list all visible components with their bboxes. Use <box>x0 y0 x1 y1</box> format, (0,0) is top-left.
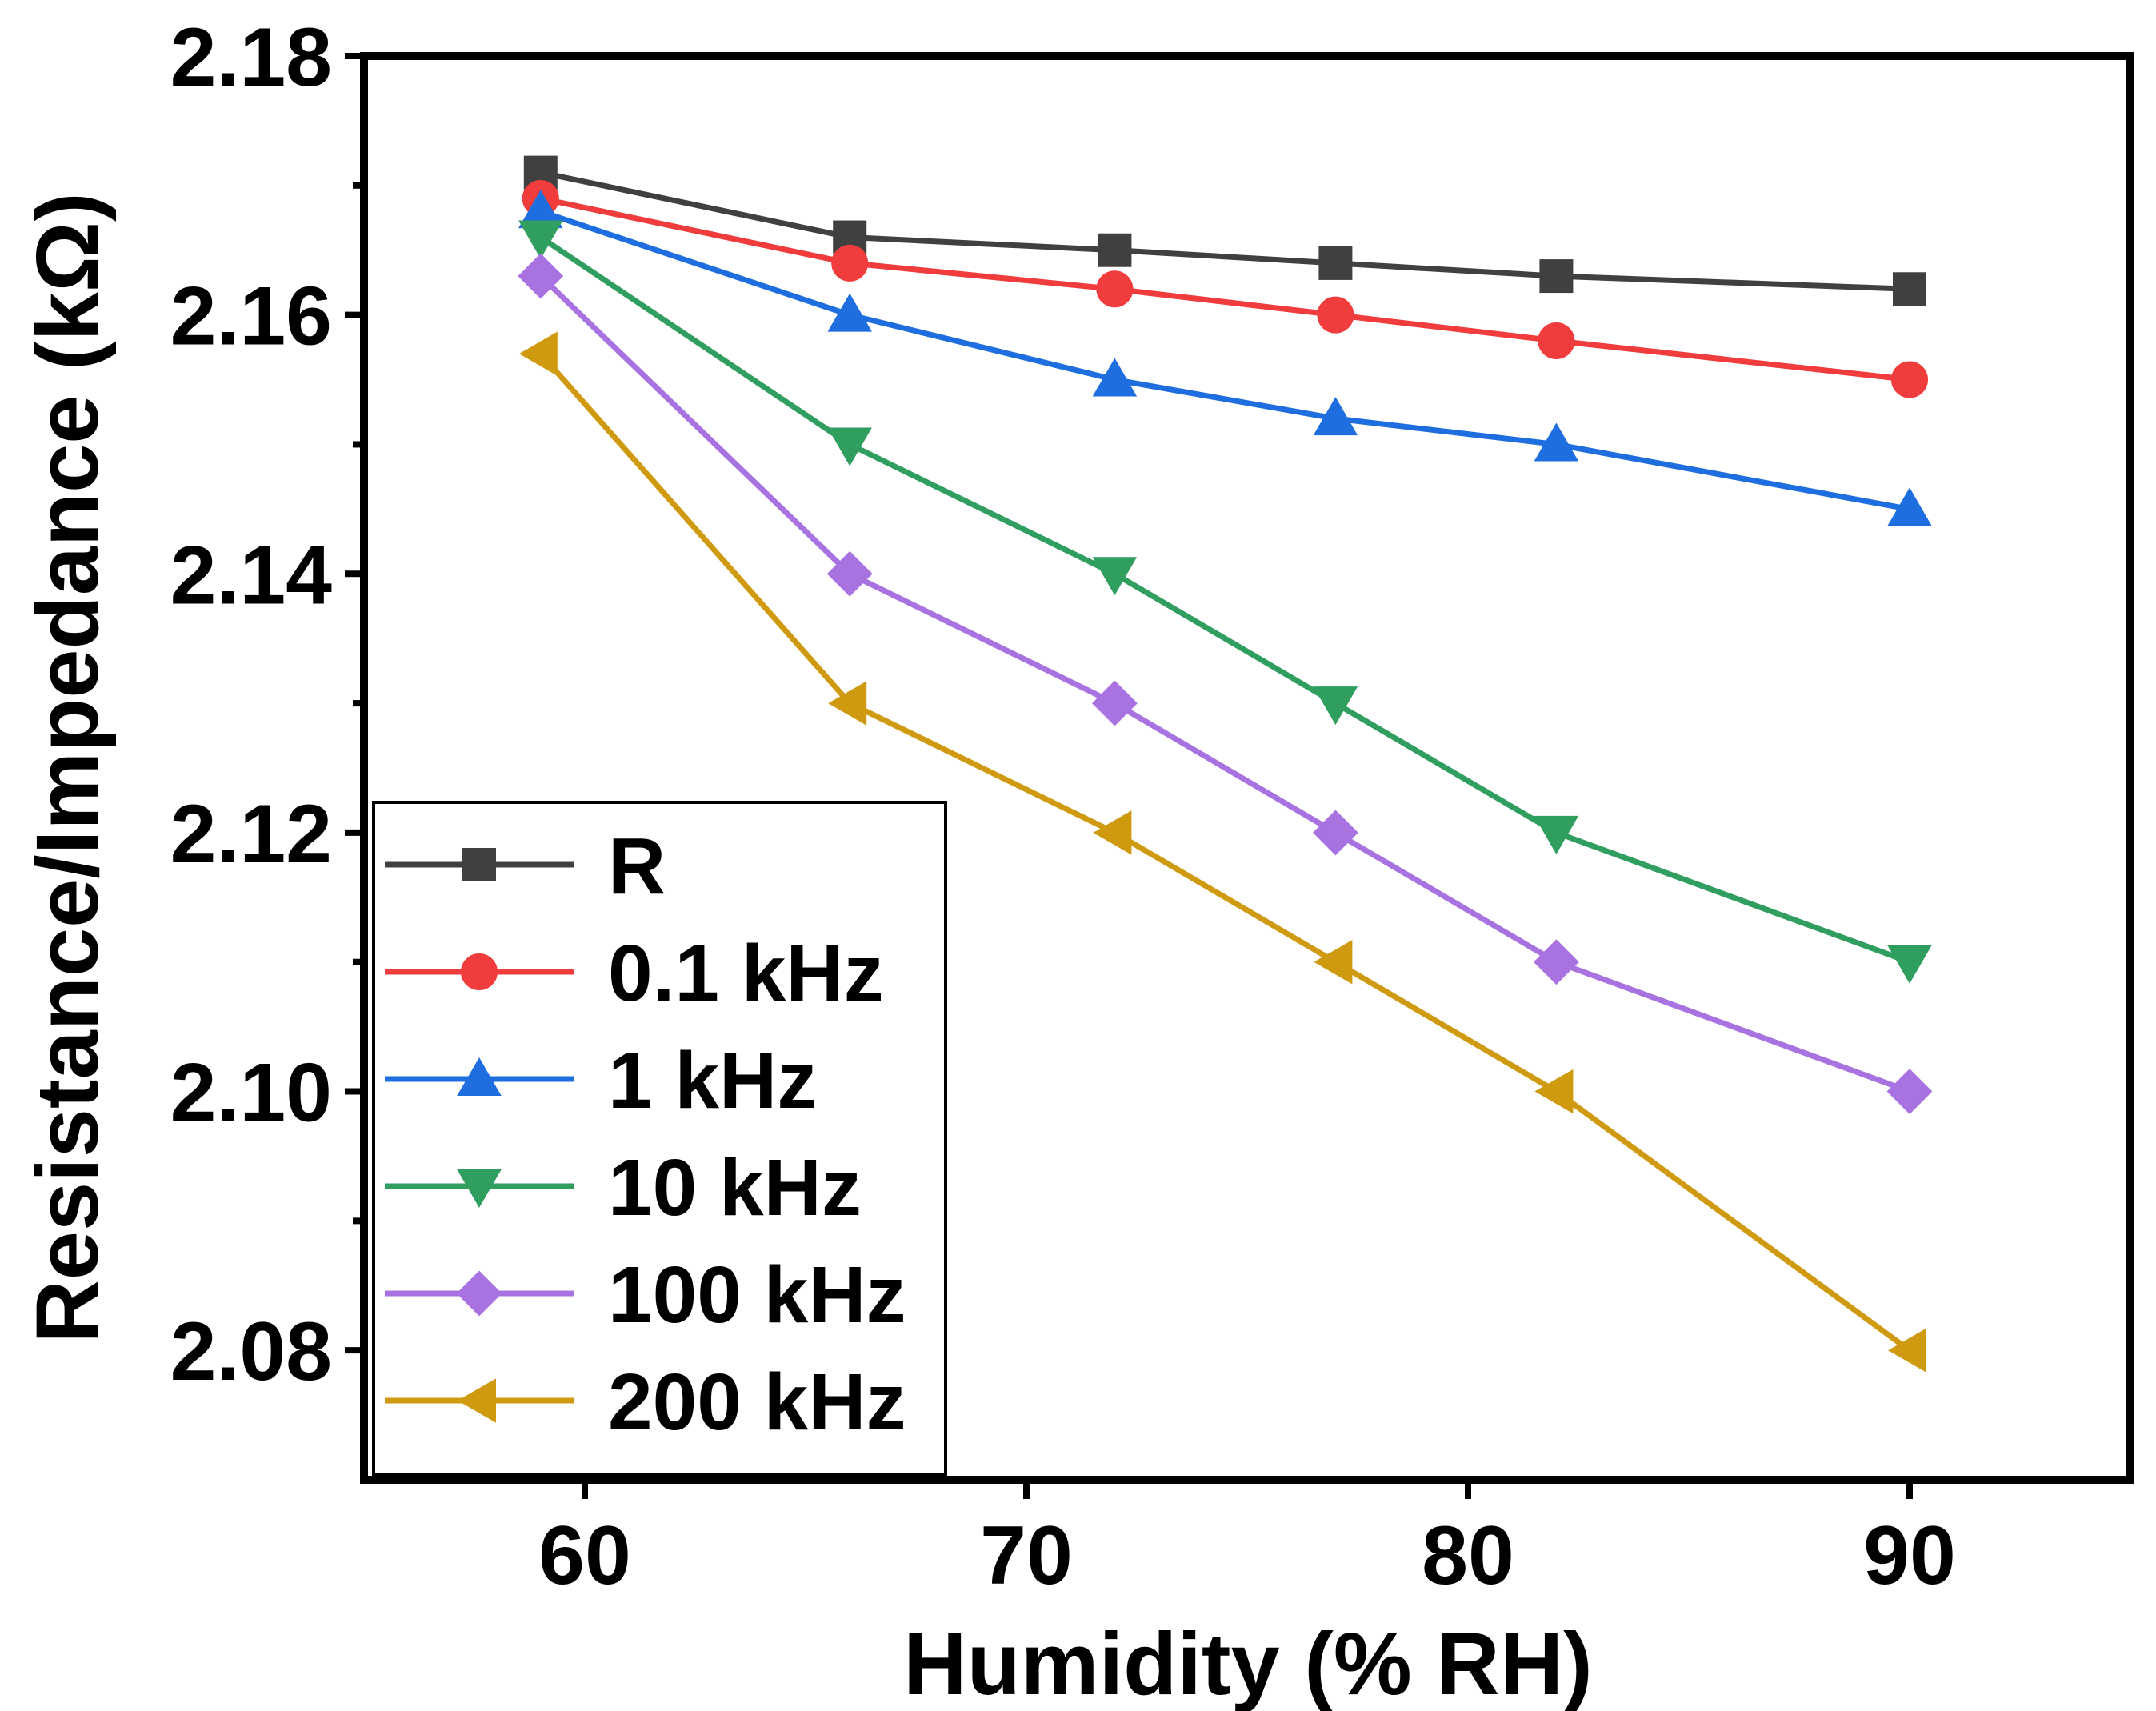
data-point <box>1314 939 1353 985</box>
series-5 <box>518 331 1926 1373</box>
legend-marker <box>462 848 496 881</box>
series-line <box>538 234 1911 965</box>
legend-item: 0.1 kHz <box>385 929 884 1018</box>
data-point <box>1534 815 1579 854</box>
data-point <box>1096 270 1134 308</box>
legend-box <box>372 801 947 1476</box>
legend-item: 200 kHz <box>385 1357 906 1447</box>
data-point <box>831 244 869 282</box>
series-line <box>538 274 1911 1094</box>
x-tick-label: 80 <box>1422 1509 1514 1602</box>
data-point <box>1313 686 1358 726</box>
plot-frame <box>360 52 2134 1484</box>
y-tick-label: 2.18 <box>170 11 332 104</box>
series-1 <box>522 180 1928 398</box>
data-point <box>1533 939 1579 985</box>
legend-marker <box>458 1378 496 1423</box>
legend-label: 10 kHz <box>608 1143 862 1233</box>
x-axis-title: Humidity (% RH) <box>903 1615 1593 1711</box>
legend-marker <box>461 953 498 990</box>
x-tick-label: 60 <box>538 1509 631 1602</box>
data-point <box>518 253 564 299</box>
data-point <box>1098 233 1132 267</box>
series-0 <box>523 155 1926 306</box>
axes-frame <box>360 52 2134 1484</box>
y-tick-label: 2.16 <box>170 270 332 363</box>
series-line <box>538 351 1912 1353</box>
data-point <box>1313 397 1358 436</box>
legend-label: 200 kHz <box>608 1357 906 1447</box>
series-group <box>518 155 1933 1373</box>
legend-item: 1 kHz <box>385 1036 817 1125</box>
data-point <box>1092 358 1138 397</box>
data-point <box>827 293 872 332</box>
data-point <box>518 220 563 259</box>
data-point <box>1886 1069 1933 1114</box>
legend-item: R <box>385 822 666 911</box>
x-tick-label: 90 <box>1863 1509 1956 1602</box>
axis-ticks: 60 70 80 90 2.08 2.10 2.12 2.14 2.16 2.18 <box>170 11 1956 1602</box>
series-4 <box>518 253 1933 1114</box>
legend: R 0.1 kHz 1 kHz 10 kHz 100 kHz 200 kHz <box>372 801 947 1476</box>
legend-item: 100 kHz <box>385 1250 906 1340</box>
data-point <box>1891 361 1928 398</box>
data-point <box>828 681 867 726</box>
data-point <box>1888 1328 1926 1373</box>
series-line <box>539 208 1910 512</box>
legend-marker <box>457 1057 502 1096</box>
data-point <box>1093 810 1132 855</box>
data-point <box>1539 259 1574 294</box>
data-point <box>1538 322 1575 359</box>
data-point <box>1534 1069 1574 1114</box>
data-point <box>1887 487 1932 526</box>
legend-marker <box>456 1270 502 1317</box>
y-tick-label: 2.12 <box>170 788 332 881</box>
legend-label: 0.1 kHz <box>608 929 884 1018</box>
y-tick-label: 2.10 <box>170 1047 332 1140</box>
data-point <box>1893 272 1926 306</box>
legend-item: 10 kHz <box>385 1143 862 1233</box>
data-point <box>827 427 872 466</box>
y-tick-label: 2.08 <box>170 1305 332 1398</box>
data-point <box>1887 945 1932 984</box>
series-line <box>540 195 1910 382</box>
data-point <box>1091 680 1138 726</box>
legend-marker <box>457 1169 502 1208</box>
data-point <box>1312 810 1358 856</box>
y-axis-title: Resistance/Impedance (kΩ) <box>18 192 117 1343</box>
series-3 <box>518 220 1932 984</box>
series-line <box>540 170 1910 292</box>
legend-label: R <box>608 822 666 911</box>
data-point <box>826 550 873 597</box>
data-point <box>518 331 558 376</box>
data-point <box>1317 296 1354 334</box>
data-point <box>1534 422 1579 462</box>
data-point <box>1092 557 1138 596</box>
legend-label: 1 kHz <box>608 1036 817 1125</box>
x-tick-label: 70 <box>980 1509 1073 1602</box>
y-tick-label: 2.14 <box>170 529 333 622</box>
data-point <box>1318 246 1353 280</box>
legend-label: 100 kHz <box>608 1250 906 1340</box>
series-2 <box>518 190 1932 526</box>
